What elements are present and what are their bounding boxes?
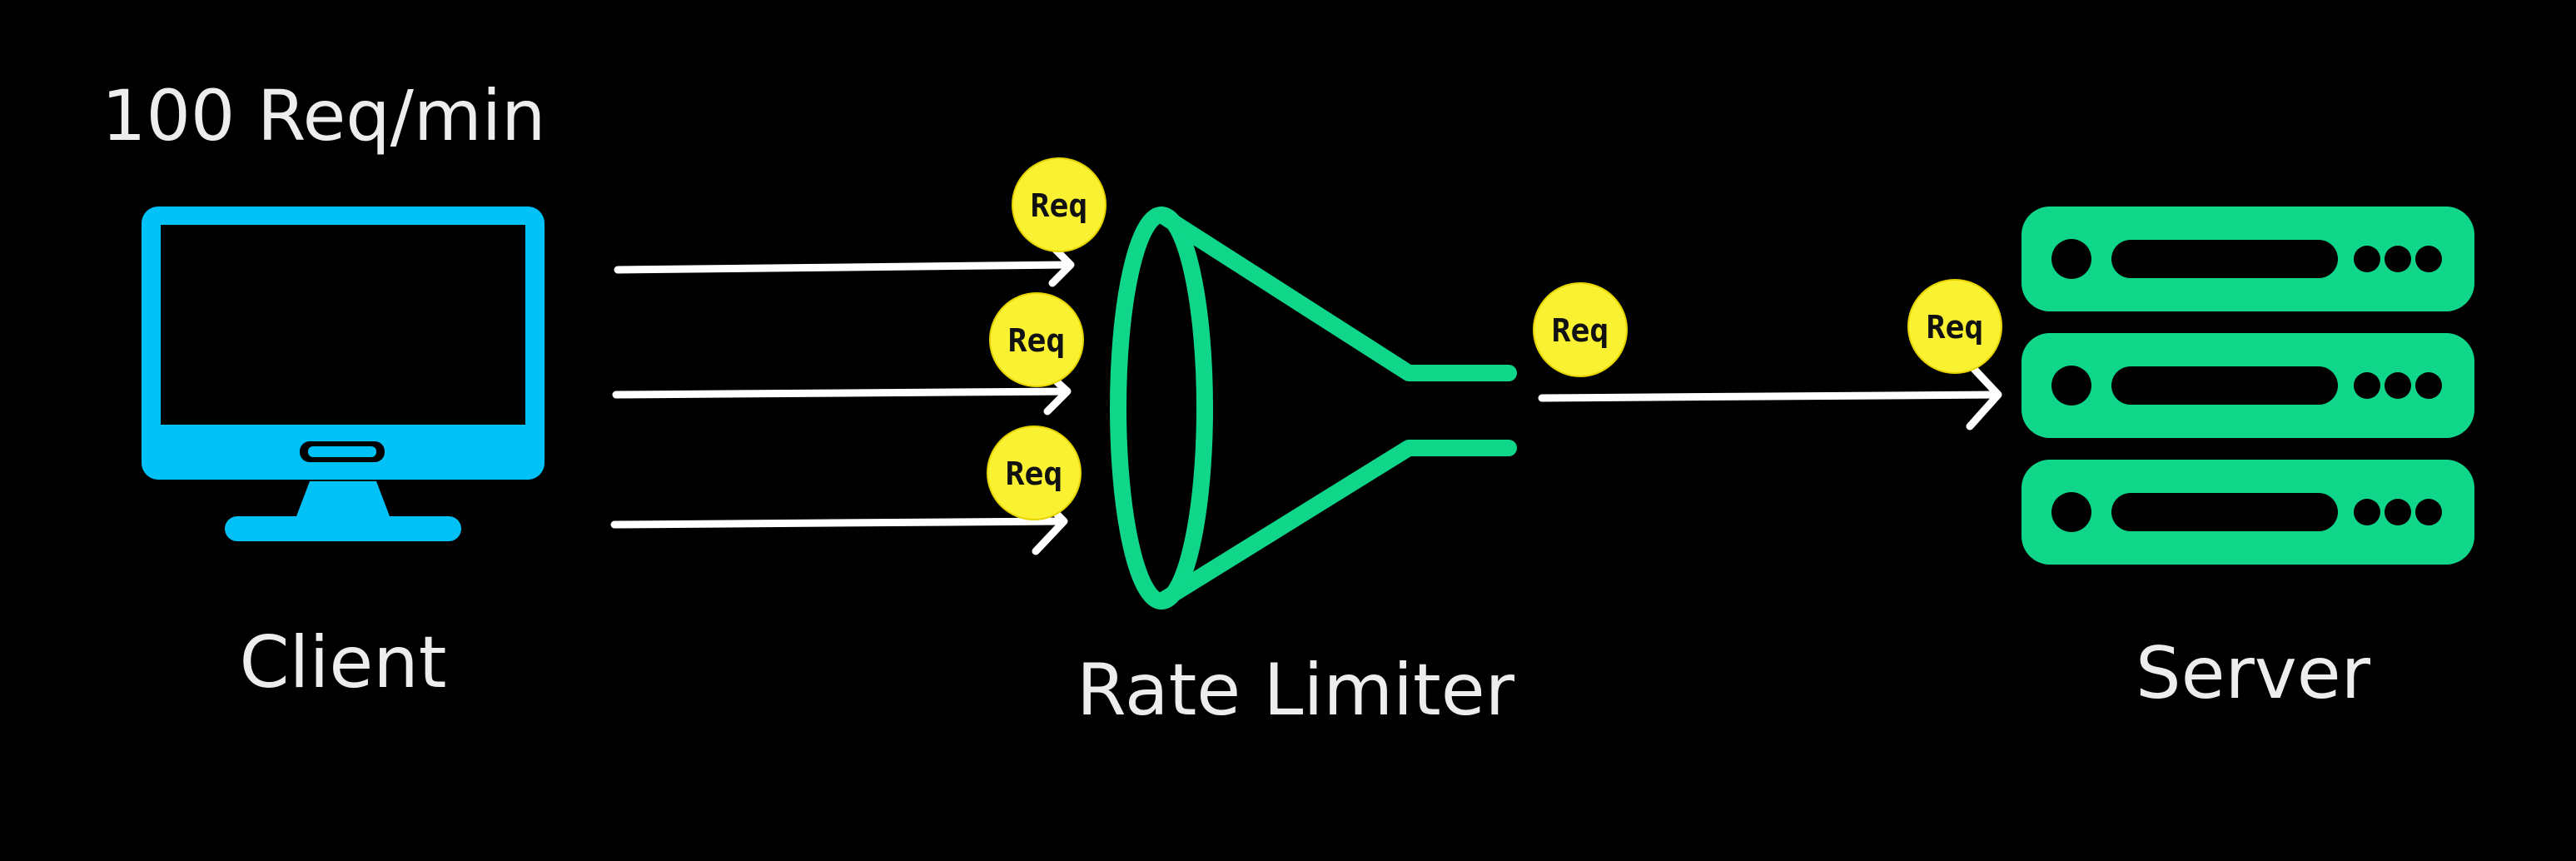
server-rack-icon bbox=[2022, 207, 2474, 565]
request-token: Req bbox=[987, 426, 1082, 520]
server-unit bbox=[2022, 207, 2474, 311]
request-token: Req bbox=[1907, 279, 2002, 374]
incoming-arrow-2 bbox=[612, 369, 1072, 416]
rate-limiter-label: Rate Limiter bbox=[1077, 649, 1515, 732]
svg-text:Req: Req bbox=[1927, 309, 1984, 346]
incoming-arrow-1 bbox=[614, 242, 1075, 287]
incoming-arrow-3 bbox=[610, 497, 1068, 555]
server-label: Server bbox=[2136, 632, 2371, 715]
request-token: Req bbox=[1012, 157, 1106, 252]
svg-text:Req: Req bbox=[1008, 322, 1066, 359]
client-label: Client bbox=[240, 621, 447, 704]
monitor-icon bbox=[142, 207, 545, 541]
server-unit bbox=[2022, 460, 2474, 565]
request-token: Req bbox=[989, 292, 1084, 387]
server-unit bbox=[2022, 333, 2474, 438]
funnel-icon bbox=[1110, 207, 1517, 610]
svg-text:Req: Req bbox=[1552, 312, 1609, 349]
rate-label: 100 Req/min bbox=[102, 75, 545, 157]
outgoing-arrow bbox=[1538, 364, 2002, 430]
svg-text:Req: Req bbox=[1006, 455, 1063, 492]
svg-text:Req: Req bbox=[1031, 187, 1088, 224]
request-token: Req bbox=[1533, 282, 1628, 377]
